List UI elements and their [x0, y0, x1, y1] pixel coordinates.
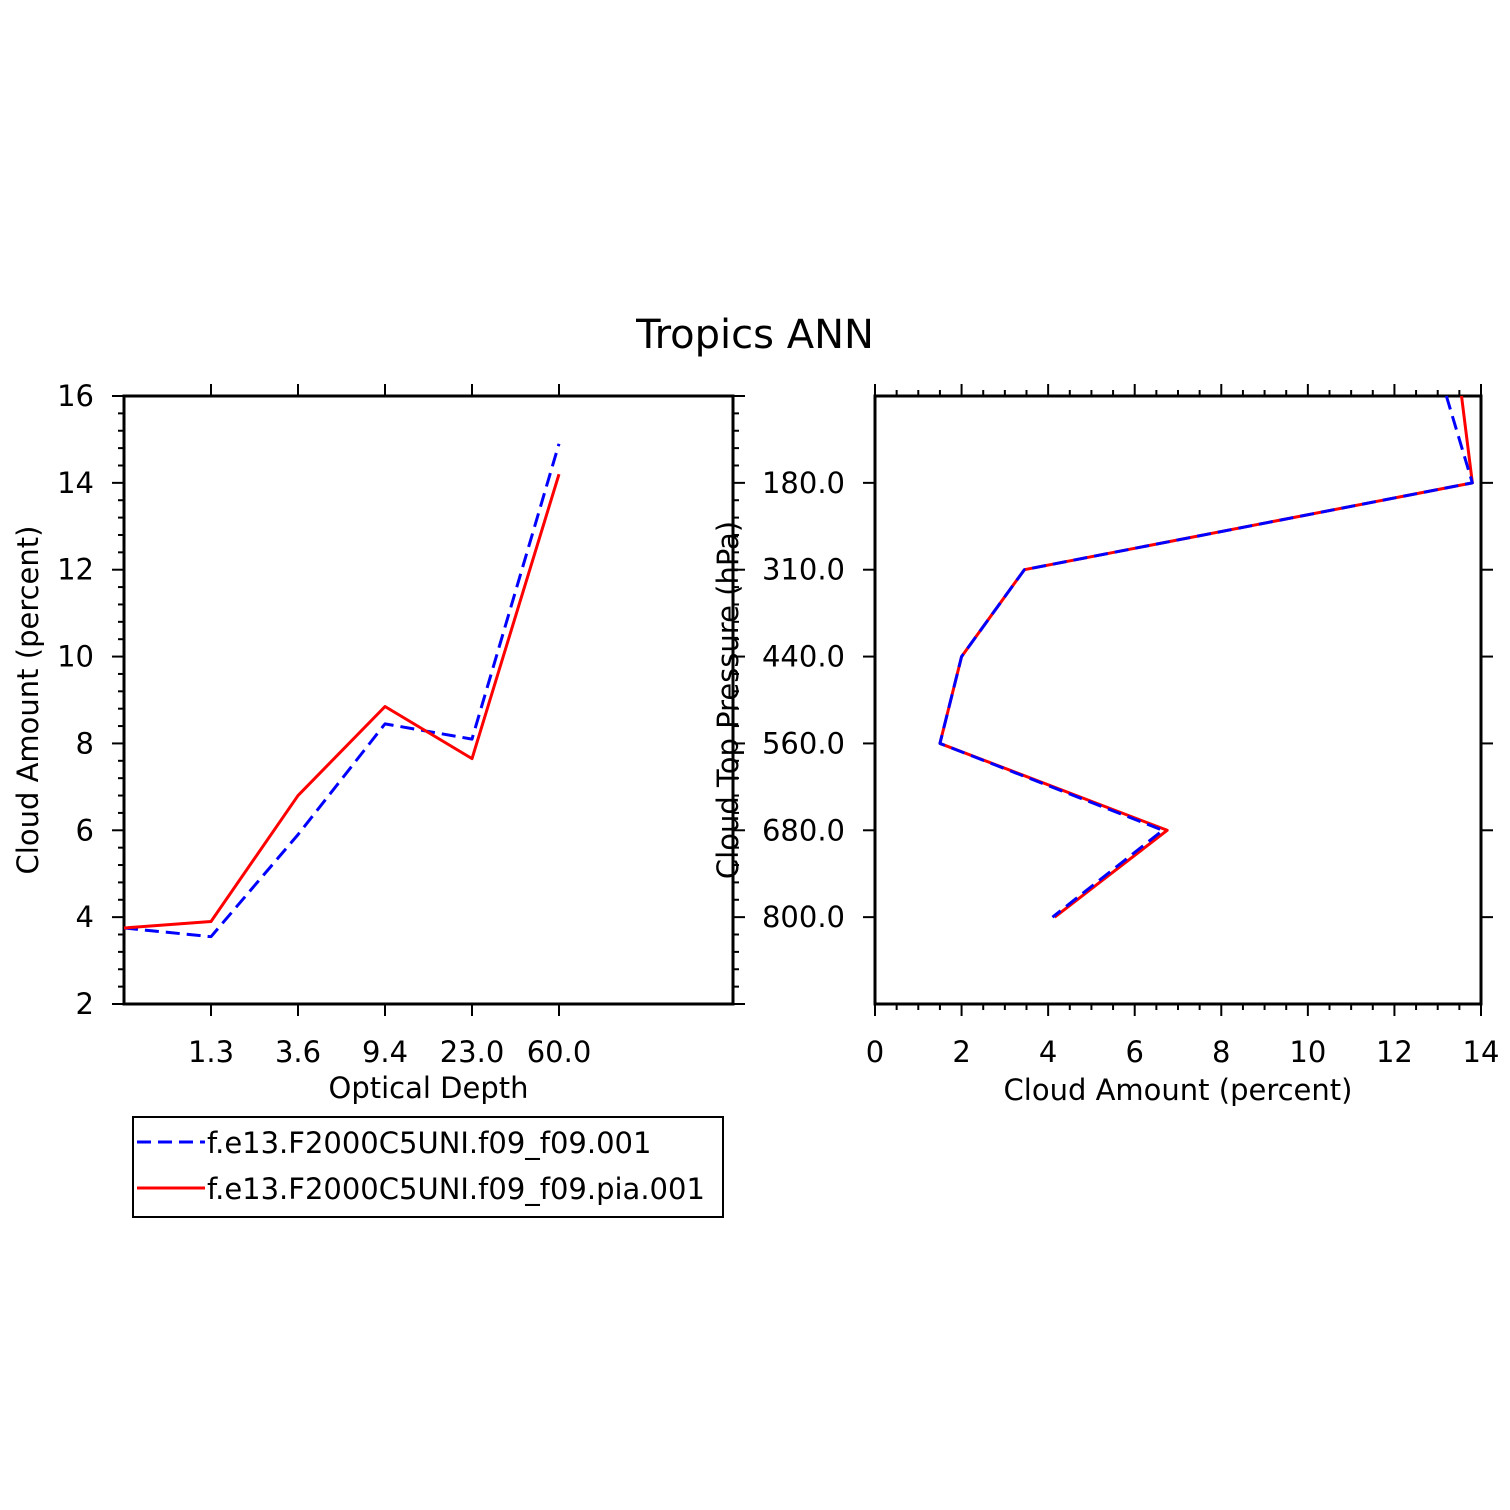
y-tick-label: 180.0 — [762, 466, 845, 500]
x-axis-label: Cloud Amount (percent) — [1004, 1073, 1353, 1107]
x-tick-label: 14 — [1463, 1035, 1500, 1069]
y-tick-label: 8 — [76, 726, 94, 760]
y-tick-label: 16 — [57, 379, 94, 413]
x-tick-label: 0 — [866, 1035, 884, 1069]
y-tick-label: 14 — [57, 466, 94, 500]
y-tick-label: 560.0 — [762, 726, 845, 760]
plot-frame — [873, 394, 1483, 1006]
y-tick-label: 10 — [57, 640, 94, 674]
y-axis-label: Cloud Top Pressure (hPa) — [711, 521, 745, 879]
x-tick-label: 6 — [1125, 1035, 1143, 1069]
y-tick-label: 310.0 — [762, 553, 845, 587]
x-tick-label: 8 — [1212, 1035, 1230, 1069]
x-tick-label: 23.0 — [440, 1035, 505, 1069]
x-tick-label: 9.4 — [362, 1035, 408, 1069]
x-tick-label: 12 — [1376, 1035, 1413, 1069]
x-tick-label: 3.6 — [275, 1035, 321, 1069]
x-tick-label: 4 — [1039, 1035, 1057, 1069]
x-tick-label: 60.0 — [527, 1035, 592, 1069]
series-line-1 — [123, 443, 561, 939]
pressure-panel: 0 2 4 6 8 10 12 14 180.0 310.0 440.0 560.0 680.0 800.… — [711, 384, 1499, 1107]
chart-title: Tropics ANN — [635, 312, 874, 358]
y-axis-label: Cloud Amount (percent) — [11, 526, 45, 875]
y-tick-label: 6 — [76, 813, 94, 847]
legend-label-series1: f.e13.F2000C5UNI.f09_f09.001 — [207, 1126, 651, 1160]
x-tick-label: 2 — [952, 1035, 970, 1069]
y-tick-label: 440.0 — [762, 640, 845, 674]
y-tick-label: 800.0 — [762, 900, 845, 934]
y-tick-label: 12 — [57, 553, 94, 587]
y-tick-label: 2 — [76, 987, 94, 1021]
series-line-2 — [123, 473, 561, 930]
series-line-1 — [938, 395, 1474, 919]
legend-label-series2: f.e13.F2000C5UNI.f09_f09.pia.001 — [207, 1172, 705, 1206]
plot-frame — [122, 394, 735, 1006]
x-tick-label: 1.3 — [188, 1035, 234, 1069]
x-axis-label: Optical Depth — [329, 1071, 529, 1105]
legend-box — [132, 1116, 724, 1218]
series-line-2 — [938, 395, 1474, 919]
legend: f.e13.F2000C5UNI.f09_f09.001 f.e13.F2000… — [132, 1116, 724, 1218]
y-tick-label: 4 — [76, 900, 94, 934]
y-tick-label: 680.0 — [762, 813, 845, 847]
x-tick-label: 10 — [1289, 1035, 1326, 1069]
